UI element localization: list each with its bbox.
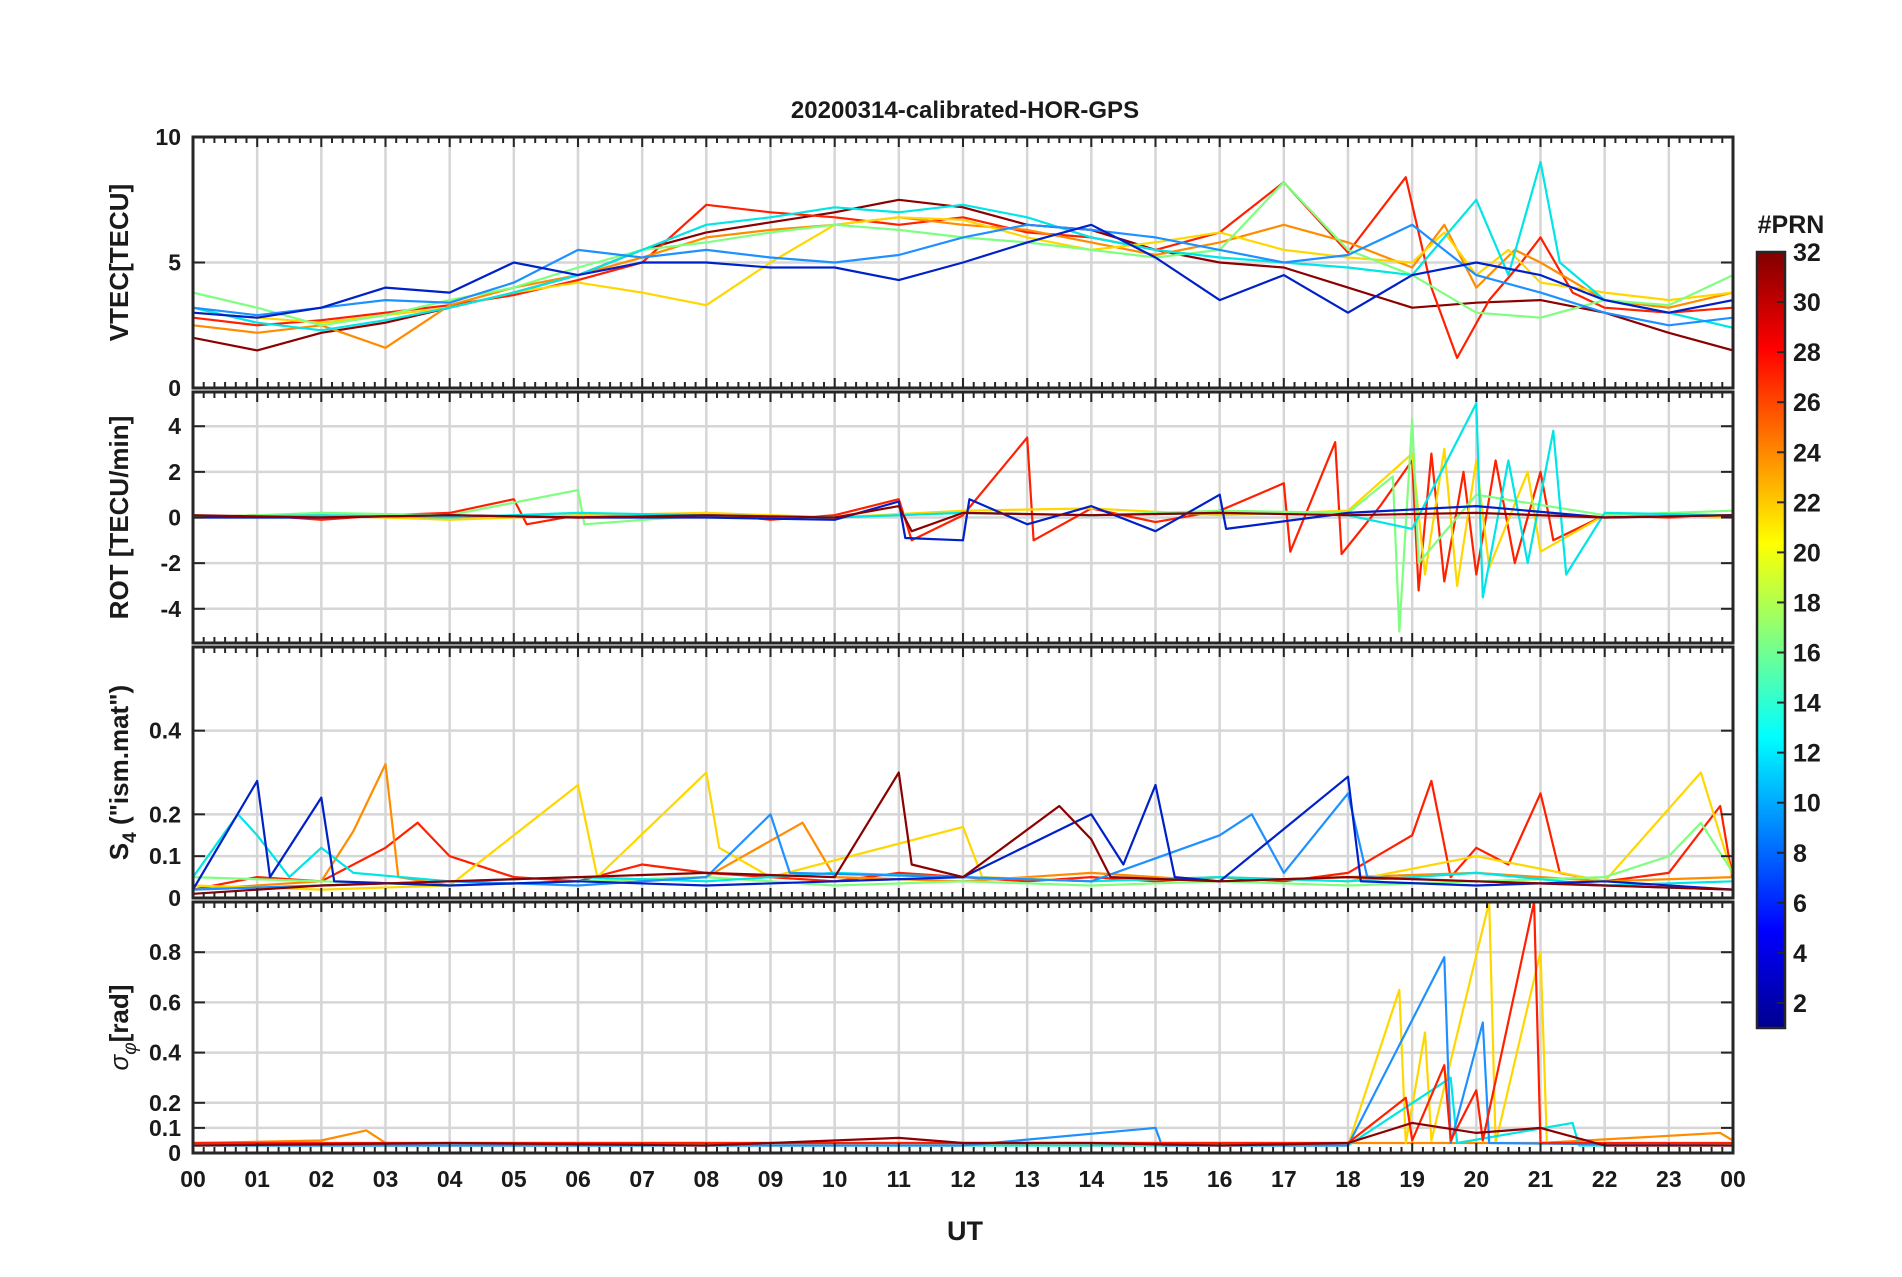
x-tick-label: 13: [1014, 1166, 1040, 1192]
colorbar-tick-label: 28: [1793, 339, 1821, 367]
colorbar-tick-label: 22: [1793, 489, 1821, 517]
y-tick-label: 4: [168, 413, 181, 439]
panel-s4: 0 0.1 0.2 0.4 S4 ("ism.mat"): [104, 645, 1735, 911]
x-tick-label: 19: [1399, 1166, 1425, 1192]
panel-rot: -4 -2 0 2 4 ROT [TECU/min]: [104, 390, 1735, 645]
x-tick-label: 03: [373, 1166, 399, 1192]
y-tick-label: 0.1: [149, 843, 181, 869]
x-tick-label: 06: [565, 1166, 591, 1192]
y-tick-label: -2: [161, 550, 181, 576]
x-tick-label: 12: [950, 1166, 976, 1192]
y-tick-label: -4: [161, 596, 182, 622]
x-tick-label: 04: [437, 1166, 463, 1192]
x-tick-label: 17: [1271, 1166, 1297, 1192]
series-line-prn-27: [193, 436, 1733, 592]
x-minor-ticks: [192, 902, 1734, 1153]
x-tick-label: 16: [1207, 1166, 1233, 1192]
series-line-prn-31: [193, 771, 1733, 895]
x-tick-label: 21: [1528, 1166, 1554, 1192]
series-group: [193, 161, 1733, 359]
panel-sigma: 00.10.2 0.4 0.6 0.8 σφ[rad]: [104, 900, 1735, 1166]
x-tick-label: 18: [1335, 1166, 1361, 1192]
colorbar-tick-label: 6: [1793, 890, 1807, 918]
x-tick-label: 22: [1592, 1166, 1618, 1192]
x-tick-label: 05: [501, 1166, 527, 1192]
chart-title: 20200314-calibrated-HOR-GPS: [791, 97, 1139, 124]
colorbar-tick-label: 12: [1793, 740, 1821, 768]
series-line-prn-4: [193, 775, 1733, 891]
x-minor-ticks: [192, 392, 1734, 643]
series-line-prn-9: [193, 223, 1733, 327]
x-tick-label: 02: [309, 1166, 335, 1192]
colorbar-tick-label: 18: [1793, 589, 1821, 617]
y-tick-label: 0.8: [149, 939, 181, 965]
y-tick-label: 0: [168, 375, 181, 401]
x-minor-ticks: [192, 137, 1734, 388]
y-tick-label: 0: [168, 885, 181, 911]
series-group: [193, 763, 1733, 895]
colorbar-title: #PRN: [1758, 211, 1825, 239]
x-tick-label: 15: [1143, 1166, 1169, 1192]
x-tick-label: 20: [1464, 1166, 1490, 1192]
x-tick-label: 07: [629, 1166, 655, 1192]
colorbar-tick-label: 16: [1793, 640, 1821, 668]
y-tick-label: 5: [168, 250, 181, 276]
x-tick-label: 09: [758, 1166, 784, 1192]
colorbar-tick-label: 24: [1793, 439, 1821, 467]
colorbar-frame: [1755, 250, 1787, 1030]
x-tick-label: 00: [180, 1166, 206, 1192]
series-line-prn-4: [193, 223, 1733, 319]
x-tick-label: 11: [887, 1166, 912, 1192]
x-tick-label: 08: [694, 1166, 720, 1192]
colorbar-tick-label: 20: [1793, 539, 1821, 567]
x-tick-label: 10: [822, 1166, 848, 1192]
y-axis-label: σφ[rad]: [104, 985, 141, 1071]
x-minor-ticks: [192, 647, 1734, 898]
y-tick-label: 0.4: [149, 718, 181, 744]
series-line-prn-12: [193, 161, 1733, 332]
series-line-prn-27: [193, 779, 1733, 891]
colorbar-tick-label: 8: [1793, 840, 1807, 868]
x-axis-label: UT: [947, 1216, 983, 1246]
y-tick-label: 0.4: [149, 1040, 181, 1066]
x-tick-label: 14: [1079, 1166, 1105, 1192]
x-tick-label: 23: [1656, 1166, 1682, 1192]
y-tick-label: 10: [155, 124, 181, 150]
x-tick-label: 00: [1720, 1166, 1746, 1192]
y-tick-label: 0: [168, 505, 181, 531]
series-line-prn-20: [193, 771, 1733, 891]
colorbar-tick-label: 14: [1793, 690, 1821, 718]
y-tick-label: 2: [168, 459, 181, 485]
y-axis-label: VTEC[TECU]: [104, 184, 134, 341]
series-group: [193, 402, 1733, 633]
y-axis-label: ROT [TECU/min]: [104, 416, 134, 620]
y-tick-label: 0.2: [149, 1090, 181, 1116]
y-tick-label: 0.6: [149, 989, 181, 1015]
y-axis-label: S4 ("ism.mat"): [104, 685, 141, 860]
y-tick-label: 0: [168, 1140, 181, 1166]
y-tick-label: 0.2: [149, 801, 181, 827]
y-tick-label: 0.1: [149, 1115, 181, 1141]
series-line-prn-20: [193, 447, 1733, 588]
panel-vtec: 0 5 10 VTEC[TECU]: [104, 124, 1735, 401]
colorbar-tick-label: 10: [1793, 790, 1821, 818]
colorbar-tick-label: 26: [1793, 389, 1821, 417]
x-tick-label: 01: [244, 1166, 270, 1192]
series-line-prn-24: [193, 763, 1733, 891]
series-line-prn-31: [193, 505, 1733, 533]
colorbar-gradient: [1757, 252, 1785, 1028]
colorbar-tick-label: 32: [1793, 239, 1821, 267]
colorbar-tick-label: 2: [1793, 990, 1807, 1018]
colorbar-tick-label: 4: [1793, 940, 1807, 968]
colorbar-tick-label: 30: [1793, 289, 1821, 317]
